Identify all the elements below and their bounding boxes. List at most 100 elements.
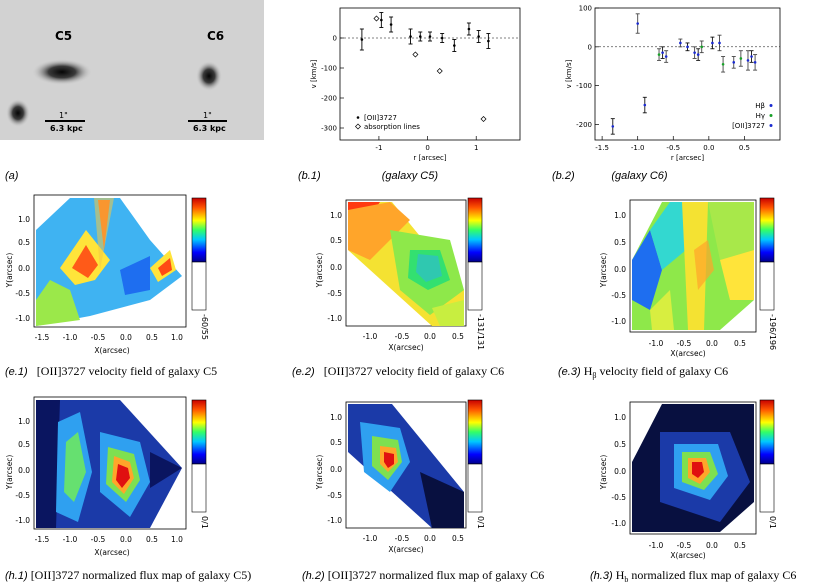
x-tick: 0.0 (424, 332, 436, 341)
legend-marker (769, 124, 773, 127)
y-tick: -0.5 (327, 289, 342, 298)
legend-label: [OII]3727 (732, 122, 765, 130)
x-tick: 1.0 (171, 333, 183, 342)
y-tick: 0.5 (614, 238, 626, 247)
data-point (428, 35, 432, 38)
map-e2: -131/131 Y(arcsec) X(arcsec) -1.0 -0.5 0… (315, 197, 485, 352)
data-point (732, 61, 736, 64)
y-tick: -1.0 (611, 519, 626, 528)
legend-label: absorption lines (364, 123, 420, 131)
x-tick-label: 1 (474, 144, 478, 152)
legend-marker (769, 104, 773, 107)
plot-frame (339, 7, 521, 141)
x-tick: 0.0 (706, 541, 718, 550)
x-tick: -0.5 (677, 339, 692, 348)
caption-a: (a) (5, 170, 19, 182)
x-tick: -1.0 (649, 541, 664, 550)
chart-b2-rotation-curve: -1.5 -1.0 -0.5 0.0 0.5 -200 -100 0 100 r [arcsec]… (565, 5, 781, 162)
y-tick-label: -100 (576, 82, 592, 90)
data-point (477, 35, 480, 38)
y-tick: -1.0 (327, 314, 342, 323)
y-axis-label: v [km/s] (310, 59, 318, 88)
y-tick: -0.5 (15, 491, 30, 500)
map-e1: -60/55 Y(arcsec) X(arcsec) -1.5 -1.0 -0.… (5, 194, 209, 355)
x-axis-label: X(arcsec) (670, 551, 705, 560)
scale-bar-arcsec: 1" (203, 111, 212, 120)
x-tick: 0.0 (706, 339, 718, 348)
data-point (480, 116, 487, 122)
x-tick: -1.5 (35, 535, 50, 544)
data-point (679, 41, 682, 45)
y-tick: 0.5 (18, 238, 30, 247)
x-tick: -0.5 (677, 541, 692, 550)
y-tick: 0.0 (330, 263, 342, 272)
y-axis-label: Y(arcsec) (599, 253, 608, 289)
data-point (487, 39, 490, 43)
colorbar-label: 0/1 (200, 516, 209, 529)
y-axis-label: Y(arcsec) (5, 455, 14, 491)
data-point (467, 27, 471, 31)
y-tick: 1.0 (18, 417, 30, 426)
x-tick: -0.5 (91, 333, 106, 342)
x-tick: 0.5 (734, 541, 746, 550)
data-point (418, 35, 422, 38)
y-tick: -0.5 (611, 493, 626, 502)
data-point (380, 18, 383, 22)
y-tick: 0.5 (330, 438, 342, 447)
data-point (664, 55, 668, 58)
data-point (746, 59, 750, 62)
map-h1: 0/1 Y(arcsec) X(arcsec) -1.5 -1.0 -0.5 0… (5, 396, 209, 557)
y-tick: 0.0 (614, 265, 626, 274)
x-tick: -1.0 (363, 534, 378, 543)
y-tick: 1.0 (18, 215, 30, 224)
y-tick: -1.0 (15, 516, 30, 525)
colorbar-label: 0/1 (768, 516, 777, 529)
y-tick-label: -200 (576, 121, 592, 129)
y-axis-label: Y(arcsec) (315, 455, 324, 491)
colorbar-label: -196/196 (768, 314, 777, 350)
caption-h2: (h.2) [OII]3727 normalized flux map of g… (302, 568, 545, 582)
colorbar-label: -131/131 (476, 314, 485, 350)
data-point (453, 44, 456, 47)
x-tick: -1.0 (63, 535, 78, 544)
y-axis-label: Y(arcsec) (599, 455, 608, 491)
caption-e1: (e.1) [OII]3727 velocity field of galaxy… (5, 364, 218, 378)
x-tick: 0.5 (146, 333, 158, 342)
x-tick: 1.0 (171, 535, 183, 544)
x-tick-label: -1.0 (631, 144, 645, 152)
data-point (440, 36, 444, 40)
y-tick: -0.5 (327, 491, 342, 500)
legend-marker (355, 123, 361, 130)
y-tick-label: 100 (579, 5, 592, 13)
x-axis-label: X(arcsec) (388, 343, 423, 352)
chart-b1-rotation-curve: -1 0 1 -300 -200 -100 0 r [arcsec] v [km/s] [OII]… (310, 7, 521, 162)
x-tick: -0.5 (91, 535, 106, 544)
x-tick-label: -1 (375, 144, 382, 152)
scale-bar-kpc: 6.3 kpc (193, 124, 226, 133)
data-point (693, 51, 696, 54)
galaxy-image: C5 C6 1" 6.3 kpc 1" 6.3 kpc (0, 0, 264, 140)
y-tick: 1.0 (614, 413, 626, 422)
caption-b1: (b.1) (galaxy C5) (298, 170, 438, 182)
caption-b2: (b.2) (galaxy C6) (552, 170, 668, 182)
y-tick: -1.0 (611, 317, 626, 326)
data-point (643, 103, 647, 107)
x-axis-label: X(arcsec) (670, 349, 705, 358)
y-tick-label: 0 (333, 35, 337, 43)
x-tick: 0.0 (424, 534, 436, 543)
legend-label: Hγ (756, 112, 765, 120)
data-point (711, 41, 714, 45)
data-point (750, 55, 753, 58)
map-e3: -196/196 Y(arcsec) X(arcsec) -1.0 -0.5 0… (599, 197, 777, 358)
data-point (389, 23, 393, 26)
y-axis-label: v [km/s] (565, 59, 573, 88)
data-point (412, 51, 419, 58)
y-axis-label: Y(arcsec) (5, 253, 14, 289)
data-point (686, 45, 689, 49)
data-point (721, 62, 725, 66)
plot-frame (594, 7, 781, 141)
y-tick: 1.0 (330, 211, 342, 220)
caption-e3: (e.3) Hβ velocity field of galaxy C6 (558, 364, 729, 381)
legend-marker (769, 114, 773, 117)
x-tick-label: -0.5 (666, 144, 680, 152)
